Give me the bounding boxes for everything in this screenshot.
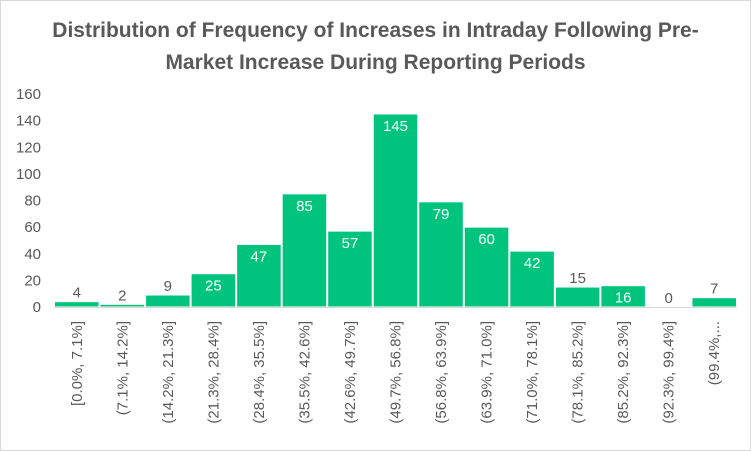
x-axis-categories: [0.0%, 7.1%] (7.1%, 14.2%] (14.2%, 21.3%] (… bbox=[69, 321, 723, 424]
x-category-label: (56.8%, 63.9%] bbox=[433, 321, 450, 424]
x-category-label: (78.1%, 85.2%] bbox=[570, 321, 587, 424]
bar bbox=[190, 273, 237, 308]
data-label: 0 bbox=[665, 290, 673, 307]
chart-title-line-2: Market Increase During Reporting Periods bbox=[165, 51, 586, 74]
bar bbox=[281, 193, 328, 308]
y-tick-label: 120 bbox=[16, 139, 41, 156]
data-label: 145 bbox=[383, 118, 408, 135]
data-label: 42 bbox=[524, 255, 541, 272]
data-label: 47 bbox=[251, 248, 268, 265]
x-category-label: (99.4%,... bbox=[706, 321, 723, 385]
y-tick-label: 80 bbox=[24, 193, 41, 210]
data-label: 57 bbox=[342, 235, 359, 252]
data-label: 9 bbox=[164, 278, 172, 295]
y-tick-label: 160 bbox=[16, 86, 41, 103]
data-label: 16 bbox=[615, 290, 632, 307]
chart-title-line-1: Distribution of Frequency of Increases i… bbox=[52, 19, 699, 42]
x-category-label: (71.0%, 78.1%] bbox=[524, 321, 541, 424]
data-label: 7 bbox=[710, 281, 718, 298]
bar bbox=[554, 286, 601, 308]
y-tick-label: 60 bbox=[24, 219, 41, 236]
x-category-label: (7.1%, 14.2%] bbox=[114, 321, 131, 415]
bar bbox=[418, 201, 464, 308]
data-label: 85 bbox=[296, 198, 313, 215]
x-category-label: (21.3%, 28.4%] bbox=[205, 321, 222, 424]
bar bbox=[372, 113, 419, 308]
y-tick-label: 0 bbox=[33, 299, 41, 316]
bar bbox=[54, 301, 100, 308]
data-label: 4 bbox=[73, 285, 81, 302]
bar bbox=[691, 297, 738, 308]
data-label: 2 bbox=[118, 287, 126, 304]
x-category-label: [0.0%, 7.1%] bbox=[69, 321, 86, 406]
x-category-label: (85.2%, 92.3%] bbox=[615, 321, 632, 424]
x-category-label: (63.9%, 71.0%] bbox=[479, 321, 496, 424]
bars bbox=[54, 113, 738, 308]
y-tick-label: 100 bbox=[16, 166, 41, 183]
data-label: 79 bbox=[433, 206, 450, 223]
x-category-label: (92.3%, 99.4%] bbox=[661, 321, 678, 424]
x-category-label: (28.4%, 35.5%] bbox=[251, 321, 268, 424]
x-category-label: (49.7%, 56.8%] bbox=[388, 321, 405, 424]
x-category-label: (14.2%, 21.3%] bbox=[160, 321, 177, 424]
y-tick-label: 40 bbox=[24, 246, 41, 263]
bar bbox=[145, 294, 191, 308]
chart-title: Distribution of Frequency of Increases i… bbox=[1, 15, 750, 79]
bar bbox=[327, 230, 373, 308]
bar bbox=[99, 303, 146, 308]
y-tick-label: 20 bbox=[24, 272, 41, 289]
y-axis-ticks: 0 20 40 60 80 100 120 140 160 bbox=[16, 86, 41, 316]
bar bbox=[236, 243, 282, 308]
x-category-label: (42.6%, 49.7%] bbox=[342, 321, 359, 424]
data-label: 60 bbox=[478, 231, 495, 248]
y-tick-label: 140 bbox=[16, 113, 41, 130]
data-label: 15 bbox=[569, 270, 586, 287]
bar bbox=[463, 226, 510, 308]
data-label: 25 bbox=[205, 278, 222, 295]
x-category-label: (35.5%, 42.6%] bbox=[296, 321, 313, 424]
